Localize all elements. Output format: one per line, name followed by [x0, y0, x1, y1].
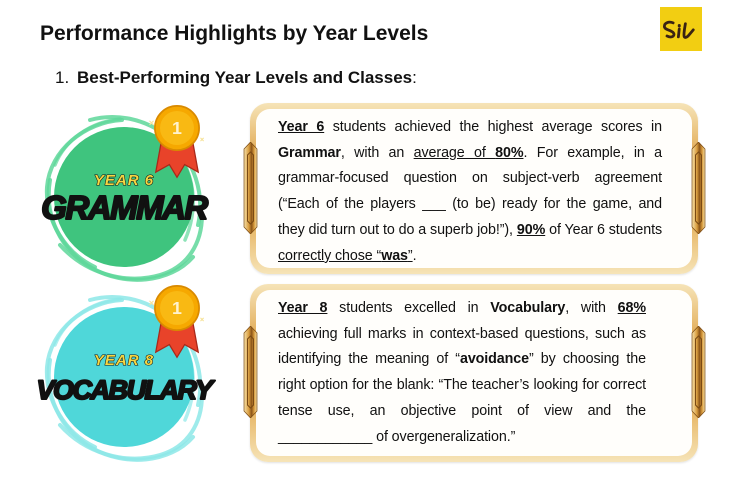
svg-text:1: 1: [172, 298, 182, 318]
svg-text:1: 1: [172, 118, 182, 138]
svg-text:YEAR 6: YEAR 6: [94, 172, 154, 189]
svg-text:GRAMMAR: GRAMMAR: [41, 189, 208, 226]
svg-text:VOCABULARY: VOCABULARY: [36, 375, 216, 405]
svg-text:YEAR 8: YEAR 8: [94, 352, 154, 369]
